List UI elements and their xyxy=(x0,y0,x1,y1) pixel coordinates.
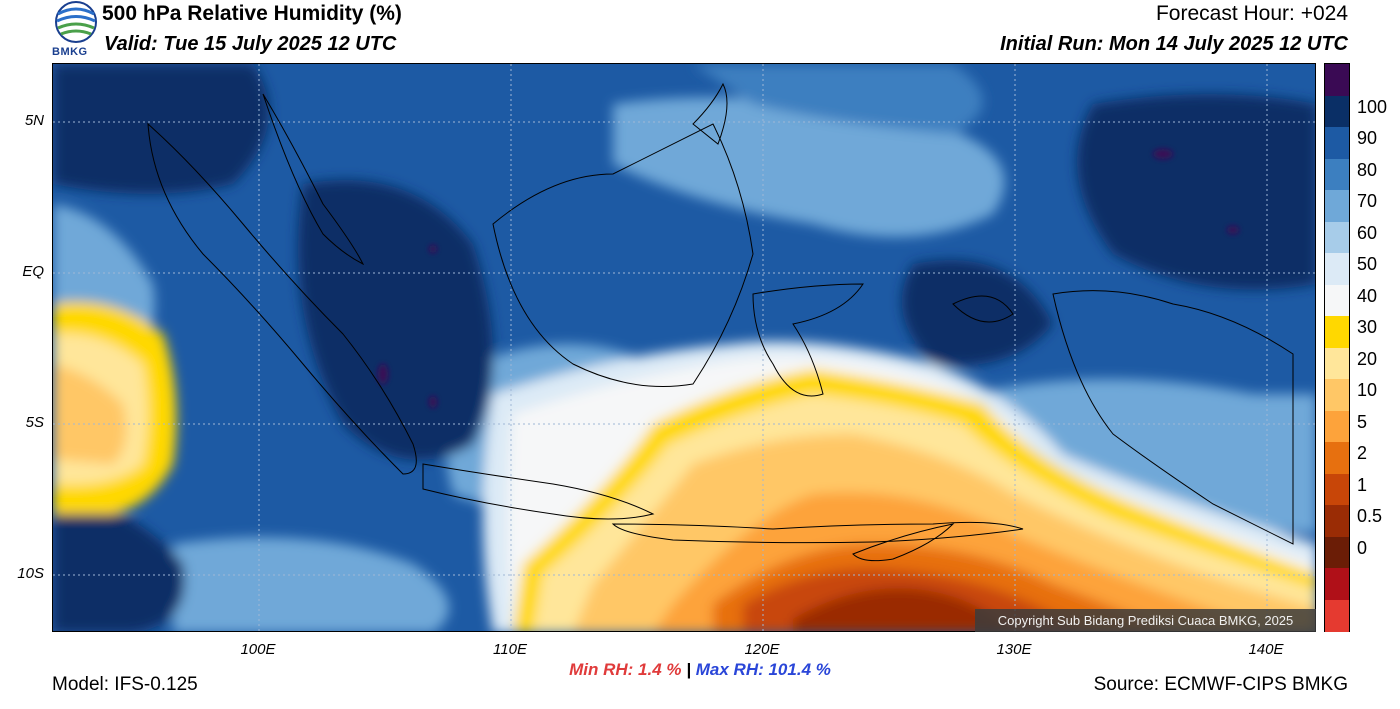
java-coastline xyxy=(422,463,655,520)
graticule xyxy=(53,64,1315,631)
initial-run: Initial Run: Mon 14 July 2025 12 UTC xyxy=(1000,33,1348,55)
colorbar-segment xyxy=(1325,221,1349,254)
lon-label-130e: 130E xyxy=(996,641,1032,658)
stats-separator: | xyxy=(686,660,692,679)
dry-region xyxy=(793,588,1011,631)
min-rh: Min RH: 1.4 % xyxy=(569,660,682,679)
lat-label-10s: 10S xyxy=(17,565,44,582)
copyright-notice: Copyright Sub Bidang Prediksi Cuaca BMKG… xyxy=(975,609,1316,632)
humid-speck xyxy=(378,364,388,384)
lon-label-140e: 140E xyxy=(1248,641,1284,658)
colorbar-label: 90 xyxy=(1357,128,1378,148)
colorbar-label: 70 xyxy=(1357,191,1378,211)
colorbar-segment xyxy=(1325,190,1349,222)
lon-label-100e: 100E xyxy=(240,641,276,658)
dark-blue-region xyxy=(53,64,269,194)
sulawesi-coastline xyxy=(752,283,864,397)
lat-label-5s: 5S xyxy=(25,414,44,431)
colorbar-segment xyxy=(1325,442,1349,474)
colorbar-segment xyxy=(1325,95,1349,128)
lat-label-eq: EQ xyxy=(22,263,44,280)
light-blue-region xyxy=(613,97,1005,237)
bmkg-logo xyxy=(52,0,100,60)
dry-region xyxy=(53,364,127,464)
humidity-map xyxy=(52,63,1316,632)
colorbar-label: 80 xyxy=(1357,159,1378,180)
light-blue-region xyxy=(173,537,449,631)
max-rh: Max RH: 101.4 % xyxy=(695,660,831,679)
colorbar-segment xyxy=(1325,599,1349,632)
colorbar-segment xyxy=(1325,410,1349,443)
sumatra-coastline xyxy=(147,122,417,475)
colorbar-label: 0 xyxy=(1357,537,1368,558)
colorbar-segment xyxy=(1325,316,1349,348)
source-label: Source: ECMWF-CIPS BMKG xyxy=(1093,674,1348,695)
lon-label-120e: 120E xyxy=(744,641,780,658)
humid-speck xyxy=(429,396,437,408)
colorbar-segment xyxy=(1325,253,1349,285)
colorbar-label: 100 xyxy=(1357,96,1388,117)
model-label: Model: IFS-0.125 xyxy=(52,674,198,695)
humid-speck xyxy=(429,245,437,253)
colorbar-label: 5 xyxy=(1357,411,1368,432)
coastlines xyxy=(147,82,1294,562)
light-blue-region xyxy=(693,64,983,134)
rh-stats: Min RH: 1.4 % | Max RH: 101.4 % xyxy=(0,660,1400,680)
nusa-tenggara-coastline xyxy=(611,521,1024,544)
colorbar-label: 2 xyxy=(1357,443,1368,463)
colorbar-label: 1 xyxy=(1357,474,1368,495)
colorbar-label: 0.5 xyxy=(1357,506,1383,526)
lat-label-5n: 5N xyxy=(24,112,44,129)
colorbar-segment xyxy=(1325,505,1349,537)
colorbar-label: 20 xyxy=(1357,348,1378,369)
colorbar xyxy=(1324,63,1350,632)
new-guinea-coastline xyxy=(1052,290,1294,545)
dark-blue-region xyxy=(1077,94,1315,290)
colorbar-segment xyxy=(1325,473,1349,506)
forecast-hour: Forecast Hour: +024 xyxy=(1155,2,1348,25)
malay-peninsula-coastline xyxy=(262,93,365,266)
dark-blue-region xyxy=(298,180,493,460)
colorbar-segment xyxy=(1325,127,1349,159)
colorbar-label: 50 xyxy=(1357,254,1378,274)
humid-speck xyxy=(1153,149,1173,159)
colorbar-label: 40 xyxy=(1357,285,1378,306)
valid-time: Valid: Tue 15 July 2025 12 UTC xyxy=(104,33,397,55)
colorbar-label: 30 xyxy=(1357,317,1378,337)
humid-speck xyxy=(1227,226,1239,234)
dark-blue-region xyxy=(53,494,185,631)
logo-text: BMKG xyxy=(52,46,88,58)
colorbar-segment xyxy=(1325,536,1349,569)
lon-label-110e: 110E xyxy=(493,641,527,658)
colorbar-segment xyxy=(1325,379,1349,411)
colorbar-segment xyxy=(1325,284,1349,317)
borneo-coastline xyxy=(492,123,754,387)
philippines-coastline xyxy=(692,82,728,145)
maluku-coastline xyxy=(952,295,1014,323)
chart-title: 500 hPa Relative Humidity (%) xyxy=(102,2,402,25)
colorbar-segment xyxy=(1325,64,1349,96)
colorbar-segment xyxy=(1325,158,1349,191)
colorbar-label: 10 xyxy=(1357,380,1378,400)
timor-coastline xyxy=(852,523,955,562)
colorbar-label: 60 xyxy=(1357,222,1378,243)
colorbar-segment xyxy=(1325,347,1349,380)
colorbar-segment xyxy=(1325,568,1349,600)
